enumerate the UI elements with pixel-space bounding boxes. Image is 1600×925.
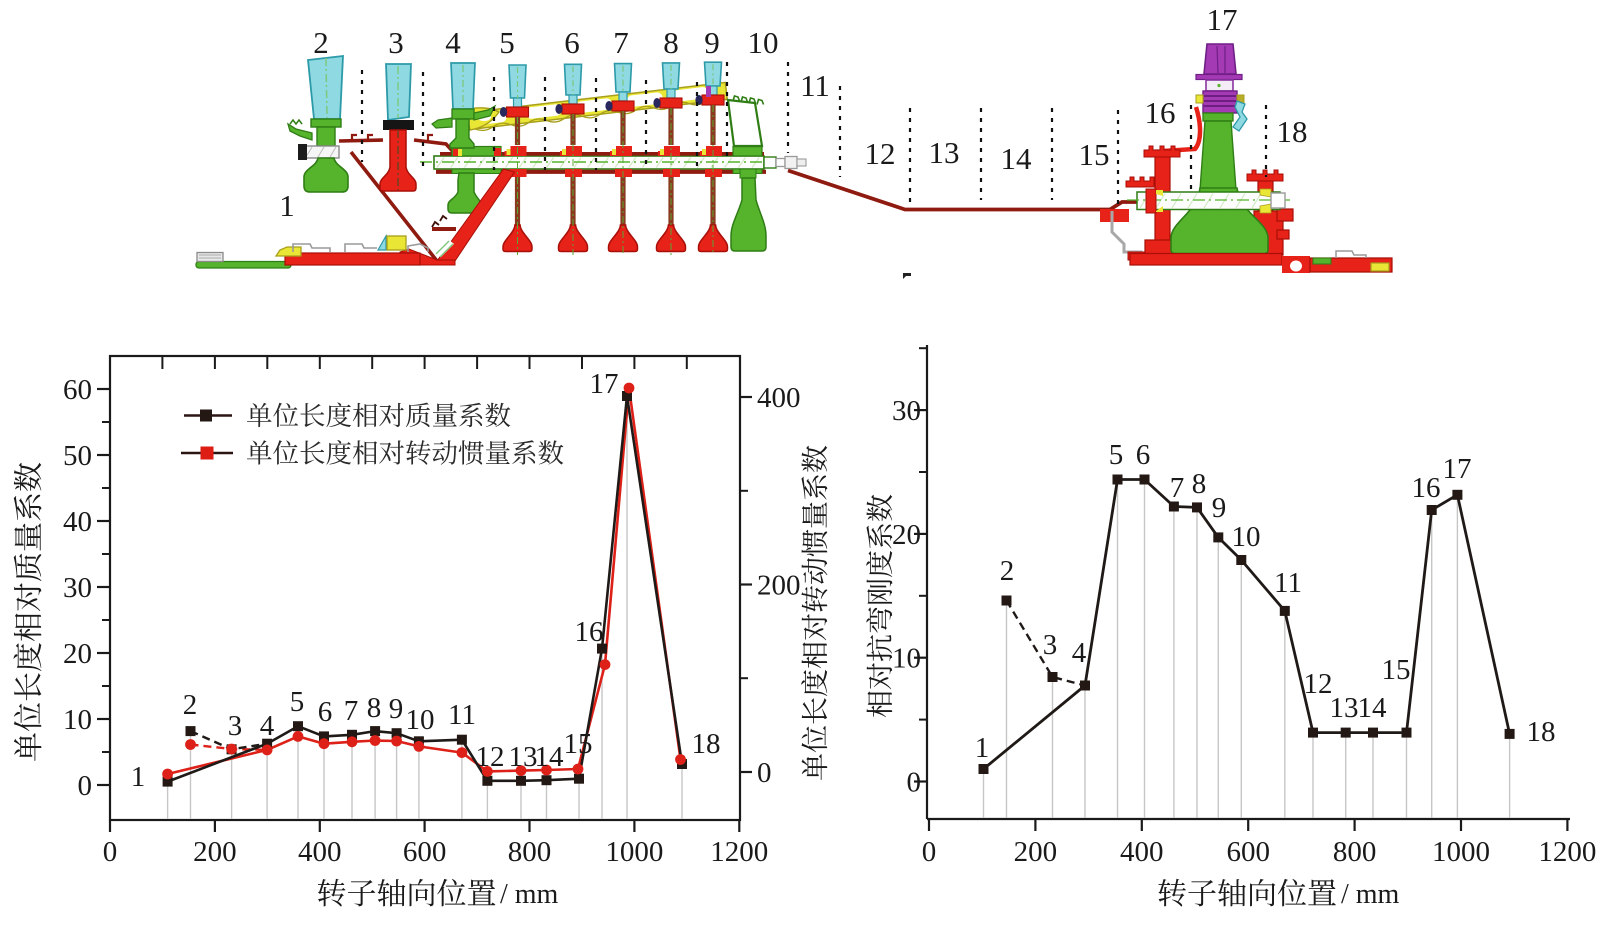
svg-text:8: 8 xyxy=(1192,468,1207,500)
svg-text:12: 12 xyxy=(476,741,505,773)
svg-text:18: 18 xyxy=(1527,716,1556,748)
svg-text:17: 17 xyxy=(590,368,619,400)
svg-text:200: 200 xyxy=(757,570,801,602)
svg-text:8: 8 xyxy=(663,25,679,60)
svg-text:3: 3 xyxy=(388,25,404,60)
svg-text:4: 4 xyxy=(260,710,275,742)
svg-text:4: 4 xyxy=(1072,637,1087,669)
svg-text:50: 50 xyxy=(63,440,92,472)
svg-text:14: 14 xyxy=(1358,692,1388,724)
svg-text:10: 10 xyxy=(748,25,779,60)
svg-text:4: 4 xyxy=(445,25,461,60)
svg-text:7: 7 xyxy=(344,695,359,727)
svg-text:400: 400 xyxy=(757,382,801,414)
svg-text:1200: 1200 xyxy=(710,836,768,868)
svg-text:18: 18 xyxy=(692,728,721,760)
svg-text:16: 16 xyxy=(1412,472,1441,504)
svg-text:17: 17 xyxy=(1207,2,1238,37)
svg-text:1000: 1000 xyxy=(605,836,663,868)
svg-text:600: 600 xyxy=(1226,836,1270,868)
svg-text:400: 400 xyxy=(298,836,342,868)
svg-text:0: 0 xyxy=(907,767,922,799)
svg-text:13: 13 xyxy=(509,741,538,773)
svg-text:7: 7 xyxy=(613,25,629,60)
svg-text:1: 1 xyxy=(131,761,146,793)
svg-text:0: 0 xyxy=(757,757,772,789)
svg-text:10: 10 xyxy=(892,643,921,675)
svg-text:30: 30 xyxy=(63,572,92,604)
svg-text:9: 9 xyxy=(704,25,720,60)
svg-text:0: 0 xyxy=(922,836,937,868)
svg-text:12: 12 xyxy=(865,136,896,171)
svg-text:/ mm: / mm xyxy=(1341,879,1400,910)
svg-text:200: 200 xyxy=(193,836,237,868)
svg-text:15: 15 xyxy=(1079,137,1110,172)
svg-text:5: 5 xyxy=(1109,439,1124,471)
svg-text:20: 20 xyxy=(63,638,92,670)
svg-text:20: 20 xyxy=(892,519,921,551)
svg-text:1: 1 xyxy=(279,188,295,223)
svg-text:16: 16 xyxy=(1145,95,1176,130)
svg-text:18: 18 xyxy=(1277,114,1308,149)
svg-text:9: 9 xyxy=(1212,492,1227,524)
svg-text:200: 200 xyxy=(1014,836,1058,868)
svg-text:17: 17 xyxy=(1443,453,1472,485)
svg-text:1200: 1200 xyxy=(1538,836,1596,868)
svg-text:1000: 1000 xyxy=(1432,836,1490,868)
svg-text:400: 400 xyxy=(1120,836,1164,868)
svg-text:16: 16 xyxy=(575,616,604,648)
svg-text:800: 800 xyxy=(1333,836,1377,868)
svg-text:9: 9 xyxy=(389,693,404,725)
svg-text:0: 0 xyxy=(103,836,118,868)
svg-text:14: 14 xyxy=(535,741,565,773)
svg-text:600: 600 xyxy=(403,836,447,868)
svg-text:11: 11 xyxy=(800,68,830,103)
svg-text:2: 2 xyxy=(313,25,329,60)
svg-text:8: 8 xyxy=(367,692,382,724)
svg-text:3: 3 xyxy=(228,710,243,742)
svg-text:2: 2 xyxy=(1000,555,1015,587)
svg-text:15: 15 xyxy=(1382,654,1411,686)
svg-text:12: 12 xyxy=(1304,668,1333,700)
svg-text:30: 30 xyxy=(892,395,921,427)
svg-text:6: 6 xyxy=(1136,439,1151,471)
svg-text:13: 13 xyxy=(1330,692,1359,724)
svg-text:3: 3 xyxy=(1043,629,1058,661)
svg-text:2: 2 xyxy=(183,689,198,721)
svg-text:10: 10 xyxy=(406,704,435,736)
svg-text:15: 15 xyxy=(564,728,593,760)
svg-text:5: 5 xyxy=(290,686,305,718)
svg-text:/ mm: / mm xyxy=(500,879,559,910)
svg-text:0: 0 xyxy=(78,770,93,802)
svg-text:40: 40 xyxy=(63,506,92,538)
svg-text:7: 7 xyxy=(1170,472,1185,504)
svg-text:1: 1 xyxy=(975,732,990,764)
svg-text:6: 6 xyxy=(564,25,580,60)
svg-text:11: 11 xyxy=(1274,567,1302,599)
svg-text:5: 5 xyxy=(499,25,515,60)
svg-text:60: 60 xyxy=(63,374,92,406)
svg-text:10: 10 xyxy=(1232,521,1261,553)
svg-text:800: 800 xyxy=(508,836,552,868)
svg-text:10: 10 xyxy=(63,704,92,736)
svg-text:14: 14 xyxy=(1001,141,1033,176)
svg-text:13: 13 xyxy=(929,135,960,170)
svg-text:6: 6 xyxy=(318,696,333,728)
svg-text:11: 11 xyxy=(448,699,476,731)
